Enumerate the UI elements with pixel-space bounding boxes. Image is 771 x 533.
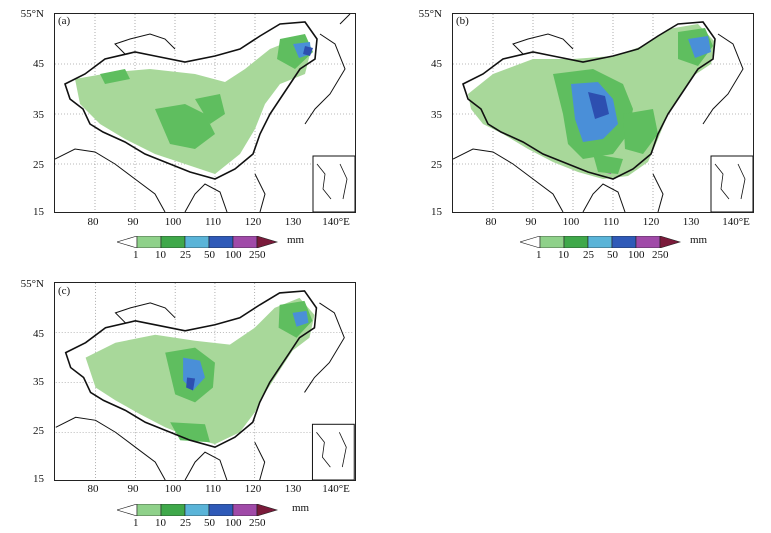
x-tick-100: 100 — [164, 483, 182, 495]
legend-label-250: 250 — [249, 517, 266, 529]
x-tick-120: 120 — [244, 216, 262, 228]
y-tick-15: 15 — [33, 206, 44, 218]
x-tick-90: 90 — [127, 483, 139, 495]
y-tick-25: 25 — [33, 425, 44, 437]
legend-b: mm 1 10 25 50 100 250 — [520, 234, 707, 261]
legend-bar-b — [520, 236, 682, 248]
x-tick-120: 120 — [642, 216, 660, 228]
legend-unit-c: mm — [292, 502, 310, 514]
x-tick-110: 110 — [602, 216, 620, 228]
map-c — [54, 282, 356, 481]
map-a — [54, 13, 356, 213]
x-tick-140: 140°E — [722, 216, 750, 228]
legend-bar-a — [117, 236, 279, 248]
y-tick-15: 15 — [33, 473, 44, 485]
x-tick-80: 80 — [87, 216, 99, 228]
y-tick-25: 25 — [431, 159, 442, 171]
map-c-svg — [55, 283, 355, 480]
legend-label-50: 50 — [607, 249, 618, 261]
panel-label-c: (c) — [58, 285, 71, 297]
y-tick-55: 55°N — [418, 8, 442, 20]
legend-label-100: 100 — [628, 249, 645, 261]
x-tick-110: 110 — [204, 483, 222, 495]
x-tick-100: 100 — [562, 216, 580, 228]
x-tick-140: 140°E — [322, 216, 350, 228]
x-tick-140: 140°E — [322, 483, 350, 495]
legend-unit-a: mm — [287, 234, 305, 246]
legend-bar-c — [117, 504, 279, 516]
legend-label-250: 250 — [249, 249, 266, 261]
legend-label-10: 10 — [558, 249, 569, 261]
x-tick-130: 130 — [284, 216, 302, 228]
legend-label-10: 10 — [155, 517, 166, 529]
legend-label-1: 1 — [133, 249, 139, 261]
legend-a: mm 1 10 25 50 100 250 — [117, 234, 304, 261]
legend-label-1: 1 — [133, 517, 139, 529]
y-tick-45: 45 — [33, 58, 44, 70]
legend-label-250: 250 — [652, 249, 669, 261]
map-b — [452, 13, 754, 213]
panel-label-b: (b) — [456, 15, 469, 27]
legend-label-100: 100 — [225, 517, 242, 529]
x-tick-130: 130 — [284, 483, 302, 495]
y-tick-45: 45 — [33, 328, 44, 340]
y-tick-15: 15 — [431, 206, 442, 218]
y-tick-55: 55°N — [20, 278, 44, 290]
x-tick-120: 120 — [244, 483, 262, 495]
legend-unit-b: mm — [690, 234, 708, 246]
legend-c: mm 1 10 25 50 100 250 — [117, 502, 309, 529]
x-tick-130: 130 — [682, 216, 700, 228]
legend-label-10: 10 — [155, 249, 166, 261]
legend-label-50: 50 — [204, 517, 215, 529]
x-tick-100: 100 — [164, 216, 182, 228]
legend-label-1: 1 — [536, 249, 542, 261]
x-tick-80: 80 — [485, 216, 497, 228]
legend-label-25: 25 — [583, 249, 594, 261]
x-tick-110: 110 — [204, 216, 222, 228]
y-tick-45: 45 — [431, 58, 442, 70]
legend-label-100: 100 — [225, 249, 242, 261]
map-a-svg — [55, 14, 355, 212]
legend-label-50: 50 — [204, 249, 215, 261]
x-tick-90: 90 — [525, 216, 537, 228]
map-b-svg — [453, 14, 753, 212]
x-tick-80: 80 — [87, 483, 99, 495]
y-tick-55: 55°N — [20, 8, 44, 20]
y-tick-35: 35 — [33, 109, 44, 121]
y-tick-25: 25 — [33, 159, 44, 171]
legend-label-25: 25 — [180, 249, 191, 261]
legend-label-25: 25 — [180, 517, 191, 529]
x-tick-90: 90 — [127, 216, 139, 228]
panel-label-a: (a) — [58, 15, 71, 27]
y-tick-35: 35 — [431, 109, 442, 121]
y-tick-35: 35 — [33, 376, 44, 388]
